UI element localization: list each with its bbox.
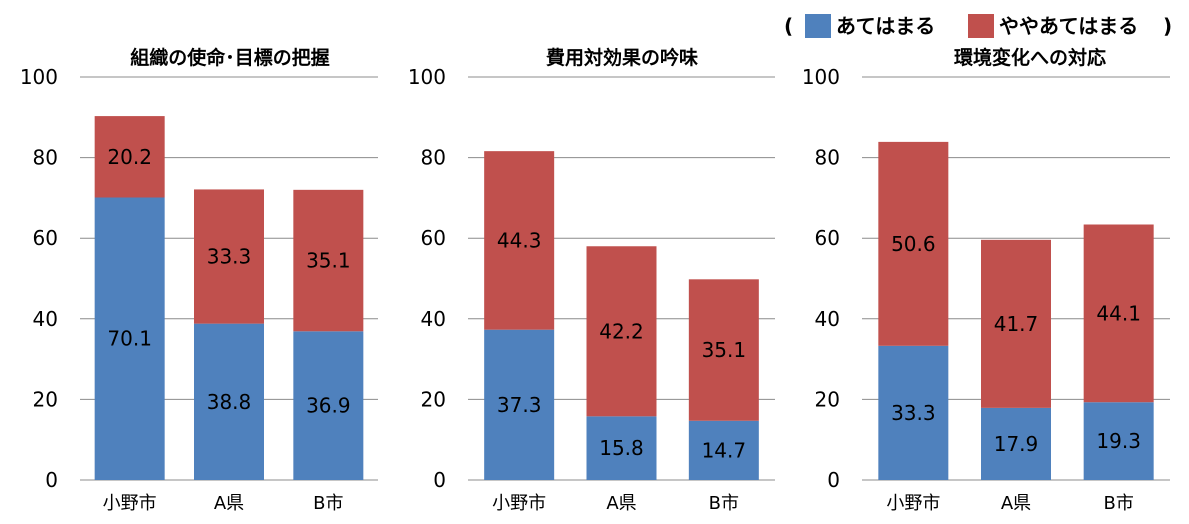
chart-panel-1: 費用対効果の吟味 0 20 40 60 80 100 37.3 44.3 小野市 15.8 42.2 A… [408,46,775,514]
y-tick-label-1-3: 60 [421,226,446,250]
data-label-0-0-series-1: 20.2 [107,145,152,169]
data-label-0-0-series-0: 70.1 [107,327,152,351]
y-tick-label-0-1: 20 [33,387,58,411]
y-tick-label-0-3: 60 [33,226,58,250]
bar-0-2-series-0 [293,331,364,480]
category-label-1-0: 小野市 [492,493,546,514]
legend: ( あてはまる ややあてはまる ) [784,14,1172,38]
legend-swatch-1 [968,14,994,38]
y-tick-label-0-0: 0 [45,468,58,492]
legend-close-paren: ) [1163,14,1172,38]
data-label-1-2-series-0: 14.7 [702,438,747,462]
bar-0-2-series-1 [293,189,364,332]
data-label-1-1-series-0: 15.8 [599,436,644,460]
bar-1-2-series-0 [688,420,759,480]
data-label-1-0-series-1: 44.3 [497,228,542,252]
bar-0-0-series-0 [94,197,165,480]
bar-1-1-series-1 [586,246,657,417]
category-label-2-0: 小野市 [886,493,940,514]
category-label-1-2: B市 [709,493,739,514]
y-tick-label-1-2: 40 [421,307,446,331]
data-label-0-2-series-1: 35.1 [306,249,351,273]
bar-2-1-series-0 [981,407,1051,480]
data-label-2-0-series-1: 50.6 [891,232,936,256]
category-label-0-1: A県 [214,493,244,514]
bar-1-0-series-0 [484,329,555,480]
y-tick-label-1-1: 20 [421,387,446,411]
bar-1-0-series-1 [484,151,555,330]
chart-panel-2: 環境変化への対応 0 20 40 60 80 100 33.3 50.6 小野市 17.9 41.7 A… [802,46,1170,514]
data-label-2-1-series-0: 17.9 [994,432,1039,456]
bar-0-1-series-1 [194,189,264,324]
chart-title-2: 環境変化への対応 [954,46,1106,69]
legend-label-1: ややあてはまる [999,14,1138,38]
data-label-2-2-series-1: 44.1 [1096,301,1141,325]
y-tick-label-2-5: 100 [802,65,840,89]
bar-0-0-series-1 [94,116,165,198]
data-label-2-2-series-0: 19.3 [1096,429,1141,453]
category-label-1-1: A県 [606,493,636,514]
y-tick-label-0-5: 100 [20,65,58,89]
y-tick-label-2-2: 40 [815,307,840,331]
data-label-0-1-series-0: 38.8 [207,390,252,414]
y-tick-label-1-5: 100 [408,65,446,89]
bar-1-1-series-0 [586,416,657,480]
bar-2-0-series-1 [878,141,949,346]
y-tick-label-0-4: 80 [33,146,58,170]
legend-open-paren: ( [784,14,793,38]
data-label-1-0-series-0: 37.3 [497,393,542,417]
data-label-0-2-series-0: 36.9 [306,394,351,418]
category-label-2-1: A県 [1001,493,1031,514]
category-label-2-2: B市 [1103,493,1133,514]
data-label-2-0-series-0: 33.3 [891,401,936,425]
y-tick-label-0-2: 40 [33,307,58,331]
y-tick-label-1-0: 0 [433,468,446,492]
bar-2-2-series-1 [1083,224,1154,403]
bar-0-1-series-0 [194,323,264,480]
chart-title-0: 組織の使命･目標の把握 [130,46,330,69]
legend-swatch-0 [805,14,831,38]
legend-label-0: あてはまる [836,14,935,38]
bar-2-0-series-0 [878,345,949,480]
y-tick-label-2-1: 20 [815,387,840,411]
bar-2-1-series-1 [981,239,1051,408]
data-label-1-2-series-1: 35.1 [702,338,747,362]
chart-panel-0: 組織の使命･目標の把握 0 20 40 60 80 100 70.1 20.2 小野市 38.8 33… [20,46,378,514]
category-label-0-2: B市 [313,493,343,514]
category-label-0-0: 小野市 [103,493,157,514]
y-tick-label-2-0: 0 [827,468,840,492]
data-label-2-1-series-1: 41.7 [994,312,1039,336]
y-tick-label-1-4: 80 [421,146,446,170]
data-label-0-1-series-1: 33.3 [207,245,252,269]
chart-title-1: 費用対効果の吟味 [546,46,698,69]
bar-2-2-series-0 [1083,402,1154,480]
data-label-1-1-series-1: 42.2 [599,319,644,343]
y-tick-label-2-4: 80 [815,146,840,170]
y-tick-label-2-3: 60 [815,226,840,250]
bar-1-2-series-1 [688,279,759,421]
